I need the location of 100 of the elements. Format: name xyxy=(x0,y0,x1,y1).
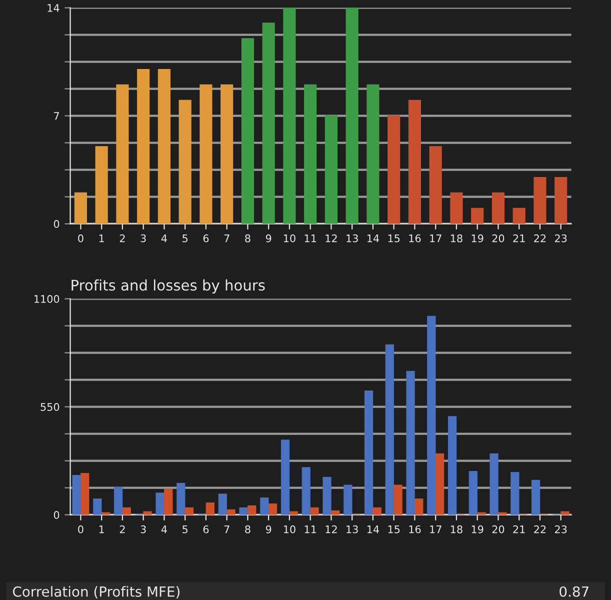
bar xyxy=(158,68,170,224)
x-tick-label: 21 xyxy=(513,525,525,534)
bar xyxy=(218,494,227,515)
y-tick-label: 1100 xyxy=(34,295,60,303)
bar xyxy=(241,38,254,224)
x-tick-label: 4 xyxy=(161,526,167,534)
bar xyxy=(137,68,150,224)
bar xyxy=(450,192,463,224)
x-tick-label: 18 xyxy=(450,525,462,534)
x-tick-label: 9 xyxy=(266,525,272,534)
text: Correlation (Profits MFE) xyxy=(13,586,180,598)
bar xyxy=(366,84,380,224)
x-tick-label: 5 xyxy=(182,526,188,534)
bar xyxy=(324,115,338,224)
bar xyxy=(394,484,402,515)
x-tick-label: 11 xyxy=(304,234,316,242)
bar xyxy=(226,509,236,515)
bar xyxy=(427,316,436,515)
chart-title: Profits and losses by hours xyxy=(72,279,265,294)
bar xyxy=(331,510,340,515)
x-tick-label: 14 xyxy=(367,526,380,534)
x-tick-label: 13 xyxy=(346,525,358,534)
x-tick-label: 19 xyxy=(472,234,484,242)
x-tick-label: 21 xyxy=(513,234,525,242)
bar xyxy=(122,507,131,515)
x-tick-label: 6 xyxy=(203,525,209,534)
x-tick-label: 20 xyxy=(492,525,504,534)
bar xyxy=(116,84,129,224)
bar xyxy=(560,511,570,515)
x-tick-label: 14 xyxy=(367,234,380,242)
bar xyxy=(429,146,442,224)
x-tick-label: 23 xyxy=(554,525,567,534)
bar xyxy=(72,474,81,515)
bar xyxy=(448,416,457,515)
bar xyxy=(471,208,484,224)
bar xyxy=(114,486,123,515)
bar xyxy=(206,502,214,515)
bar xyxy=(143,511,152,515)
text: 0.87 xyxy=(560,586,588,597)
bar xyxy=(184,507,194,515)
x-tick-label: 8 xyxy=(245,525,250,534)
x-tick-label: 22 xyxy=(534,234,546,242)
x-tick-label: 2 xyxy=(120,234,125,242)
bar xyxy=(93,498,102,515)
bar xyxy=(283,8,296,224)
bar xyxy=(280,440,290,515)
x-tick-label: 16 xyxy=(409,234,421,242)
bar xyxy=(74,192,87,224)
x-tick-label: 0 xyxy=(78,234,84,242)
y-tick-label: 14 xyxy=(48,4,60,12)
bar xyxy=(156,492,164,515)
x-tick-label: 10 xyxy=(284,525,296,534)
bar xyxy=(388,115,400,224)
bar xyxy=(531,480,540,515)
bar xyxy=(372,507,382,515)
y-tick-label: 0 xyxy=(54,220,60,228)
x-tick-label: 13 xyxy=(346,234,358,242)
bar xyxy=(220,84,234,224)
bar xyxy=(492,192,505,224)
x-tick-label: 1 xyxy=(99,526,104,534)
bar xyxy=(95,146,108,224)
bar xyxy=(268,503,278,515)
bar xyxy=(534,176,546,224)
bar xyxy=(176,482,186,515)
bar xyxy=(344,484,352,515)
bar xyxy=(385,344,394,515)
x-tick-label: 12 xyxy=(326,525,337,534)
bar xyxy=(510,472,520,515)
bar xyxy=(322,476,332,515)
bar xyxy=(435,453,444,515)
x-tick-label: 17 xyxy=(430,526,442,534)
x-tick-label: 7 xyxy=(224,234,230,242)
x-tick-label: 22 xyxy=(534,525,546,534)
x-tick-label: 2 xyxy=(120,525,125,534)
x-tick-label: 6 xyxy=(203,234,209,242)
x-tick-label: 12 xyxy=(326,234,337,242)
x-tick-label: 7 xyxy=(224,526,230,534)
bar xyxy=(200,84,212,224)
x-tick-label: 9 xyxy=(266,234,272,242)
bar xyxy=(554,176,568,224)
bar xyxy=(80,473,90,515)
bar xyxy=(304,84,317,224)
y-tick-label: 550 xyxy=(40,403,60,411)
bar xyxy=(239,507,248,515)
bar xyxy=(364,390,374,515)
y-tick-label: 7 xyxy=(54,112,59,120)
x-tick-label: 5 xyxy=(182,234,188,242)
bar xyxy=(468,471,478,515)
x-tick-label: 23 xyxy=(554,234,567,242)
bar xyxy=(302,467,310,515)
x-tick-label: 20 xyxy=(492,234,504,242)
bar xyxy=(408,100,422,224)
x-tick-label: 1 xyxy=(99,234,104,242)
x-tick-label: 4 xyxy=(161,234,167,242)
x-tick-label: 15 xyxy=(388,234,400,242)
bar xyxy=(178,100,192,224)
bar xyxy=(164,488,173,515)
x-tick-label: 11 xyxy=(304,526,316,534)
x-tick-label: 8 xyxy=(245,234,250,242)
bar xyxy=(260,498,269,515)
